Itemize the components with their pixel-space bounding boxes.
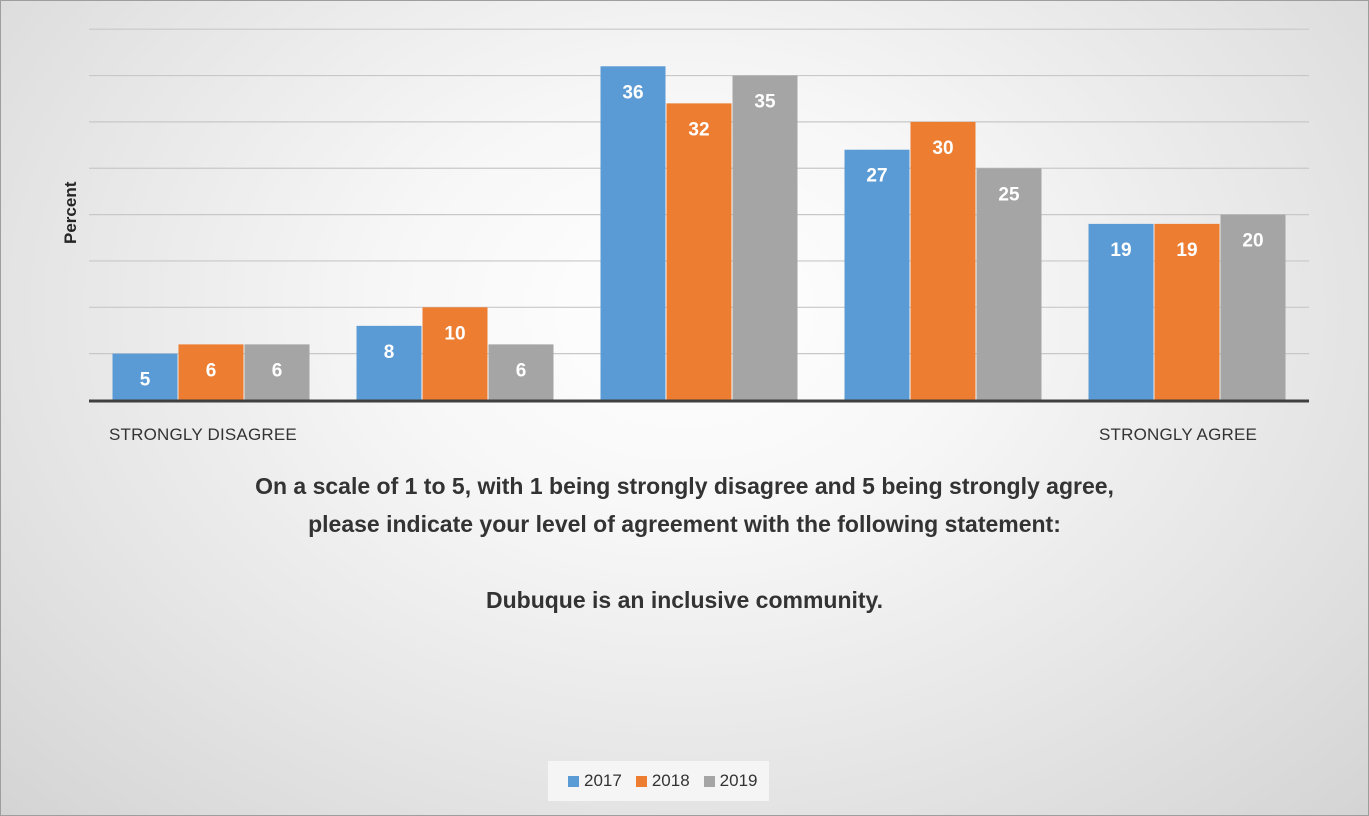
data-label-2018-category-4: 30 bbox=[932, 138, 953, 159]
chart-caption-line-1: On a scale of 1 to 5, with 1 being stron… bbox=[255, 473, 1114, 499]
legend-swatch-2019 bbox=[703, 775, 715, 787]
data-label-2017-category-4: 27 bbox=[866, 166, 887, 187]
bar-2018-category-5 bbox=[1154, 223, 1220, 400]
bar-2019-category-5 bbox=[1220, 214, 1286, 400]
legend: 2017 2018 2019 bbox=[548, 761, 770, 801]
bar-2019-category-2 bbox=[488, 344, 554, 400]
bar-2019-category-4 bbox=[976, 168, 1042, 400]
legend-swatch-2018 bbox=[635, 775, 647, 787]
bars bbox=[112, 66, 1286, 401]
legend-item-2017: 2017 bbox=[568, 771, 622, 791]
data-label-2018-category-2: 10 bbox=[444, 323, 465, 344]
bar-2017-category-5 bbox=[1088, 223, 1154, 400]
chart-caption-line-2: please indicate your level of agreement … bbox=[308, 511, 1061, 537]
data-label-2017-category-3: 36 bbox=[622, 82, 643, 103]
y-axis-label: Percent bbox=[61, 181, 80, 244]
data-label-2017-category-1: 5 bbox=[140, 370, 151, 391]
x-axis-left-end-label: STRONGLY DISAGREE bbox=[109, 425, 297, 444]
bar-2018-category-3 bbox=[666, 103, 732, 401]
data-label-2017-category-5: 19 bbox=[1110, 240, 1131, 261]
legend-label-2017: 2017 bbox=[584, 771, 622, 790]
data-label-2019-category-5: 20 bbox=[1242, 231, 1263, 252]
data-label-2018-category-3: 32 bbox=[688, 119, 709, 140]
data-label-2017-category-2: 8 bbox=[384, 342, 395, 363]
data-label-2019-category-2: 6 bbox=[516, 360, 527, 381]
bar-2019-category-1 bbox=[244, 344, 310, 400]
bar-2018-category-2 bbox=[422, 307, 488, 400]
data-label-2018-category-1: 6 bbox=[206, 360, 217, 381]
legend-item-2018: 2018 bbox=[635, 771, 690, 791]
bar-2017-category-4 bbox=[844, 149, 910, 400]
data-label-2019-category-3: 35 bbox=[754, 92, 776, 113]
legend-label-2018: 2018 bbox=[651, 771, 690, 790]
data-label-2019-category-1: 6 bbox=[272, 360, 283, 381]
bar-2019-category-3 bbox=[732, 75, 798, 401]
data-label-2018-category-5: 19 bbox=[1176, 240, 1197, 261]
bar-2017-category-1 bbox=[112, 353, 178, 400]
chart-caption-statement: Dubuque is an inclusive community. bbox=[485, 587, 884, 613]
x-axis-right-end-label: STRONGLY AGREE bbox=[1099, 425, 1258, 444]
data-label-2019-category-4: 25 bbox=[998, 184, 1020, 205]
bar-2018-category-4 bbox=[910, 121, 976, 401]
data-labels: 5 6 6 8 10 6 36 32 35 27 30 25 19 19 20 bbox=[140, 82, 1264, 390]
bar-2018-category-1 bbox=[178, 344, 244, 400]
bar-2017-category-2 bbox=[356, 325, 422, 400]
legend-item-2019: 2019 bbox=[703, 771, 758, 791]
legend-label-2019: 2019 bbox=[719, 771, 758, 790]
bar-2017-category-3 bbox=[600, 66, 666, 400]
legend-swatch-2017 bbox=[568, 775, 579, 787]
